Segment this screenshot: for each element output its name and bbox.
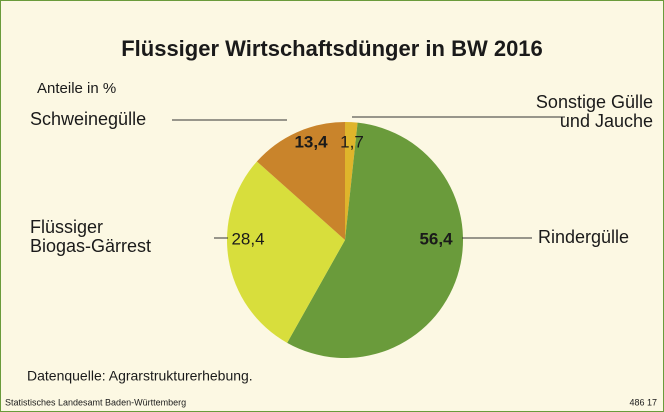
data-label: 28,4: [231, 229, 264, 248]
footer-left: Statistisches Landesamt Baden-Württember…: [5, 397, 186, 407]
pie-slice: [256, 122, 345, 240]
pie-slice: [345, 122, 358, 240]
label-line: Flüssiger: [30, 217, 103, 237]
category-label: Flüssiger Biogas-Gärrest: [30, 217, 151, 256]
label-line: Sonstige Gülle: [536, 92, 653, 112]
data-label: 13,4: [294, 132, 328, 151]
category-label: Schweinegülle: [30, 109, 146, 129]
source: Datenquelle: Agrarstrukturerhebung.: [27, 368, 253, 384]
chart-title: Flüssiger Wirtschaftsdünger in BW 2016: [121, 36, 543, 61]
data-label: 1,7: [340, 132, 364, 151]
label-line: Biogas-Gärrest: [30, 236, 151, 256]
pie-slice: [287, 122, 464, 359]
data-label: 56,4: [419, 229, 453, 248]
category-label: Rindergülle: [538, 227, 629, 247]
category-label: Sonstige Gülle und Jauche: [536, 92, 653, 131]
label-line: und Jauche: [560, 111, 653, 131]
subtitle: Anteile in %: [37, 80, 116, 97]
pie-slice: [226, 161, 345, 343]
footer-right: 486 17: [629, 397, 657, 407]
